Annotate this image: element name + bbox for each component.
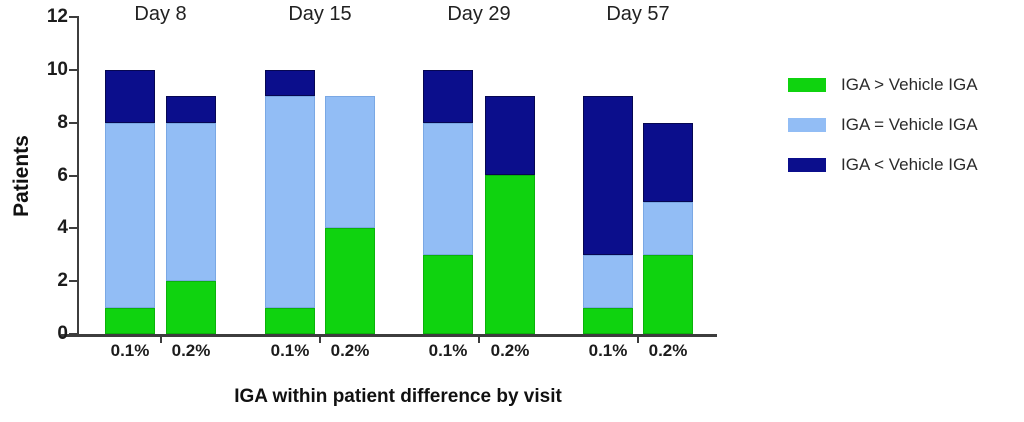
x-axis-title: IGA within patient difference by visit: [234, 386, 562, 407]
x-tick-label: 0.1%: [110, 341, 150, 360]
x-axis-line: [61, 334, 717, 337]
bar-segment-gt: [265, 307, 315, 334]
bar-segment-eq: [265, 96, 315, 308]
bar-segment-gt: [105, 307, 155, 334]
y-tick-label: 12: [46, 6, 68, 27]
y-tick-label: 4: [57, 217, 68, 239]
bar-segment-gt: [485, 175, 535, 334]
bar-segment-lt: [643, 122, 693, 202]
stacked-bar: [166, 96, 216, 334]
stacked-bar: [643, 122, 693, 334]
bar-segment-eq: [325, 96, 375, 229]
y-tick-mark: [69, 16, 78, 18]
x-tick-mark: [478, 334, 480, 343]
legend-label: IGA < Vehicle IGA: [841, 155, 978, 174]
y-axis-line: [77, 16, 79, 335]
group-header: Day 29: [447, 3, 511, 25]
y-tick-mark: [69, 174, 78, 177]
legend-item: IGA < Vehicle IGA: [788, 154, 978, 176]
x-tick-label: 0.1%: [270, 341, 310, 360]
y-tick-mark: [69, 227, 78, 230]
legend-swatch: [788, 78, 826, 92]
bar-segment-eq: [583, 254, 633, 308]
bar-segment-lt: [583, 96, 633, 255]
y-tick-mark: [69, 68, 78, 71]
bar-segment-gt: [423, 254, 473, 334]
stacked-bar: [265, 69, 315, 334]
y-tick-label: 2: [57, 270, 68, 292]
bar-segment-gt: [325, 228, 375, 334]
x-tick-label: 0.2%: [490, 341, 530, 360]
y-tick-mark: [69, 280, 78, 283]
legend-swatch: [788, 158, 826, 172]
legend-item: IGA = Vehicle IGA: [788, 114, 978, 136]
stacked-bar: [485, 96, 535, 334]
x-tick-label: 0.2%: [648, 341, 688, 360]
bar-segment-eq: [643, 201, 693, 255]
group-header: Day 57: [606, 3, 670, 25]
x-tick-label: 0.2%: [171, 341, 211, 360]
x-tick-label: 0.2%: [330, 341, 370, 360]
bar-segment-lt: [265, 69, 315, 97]
y-tick-label: 6: [57, 164, 68, 186]
stacked-bar: [423, 69, 473, 334]
bar-segment-lt: [485, 96, 535, 176]
y-tick-label: 10: [46, 58, 68, 80]
group-header: Day 8: [134, 3, 187, 25]
plot-area: [79, 17, 715, 334]
stacked-bar: [105, 69, 155, 334]
legend-item: IGA > Vehicle IGA: [788, 74, 978, 96]
bar-segment-gt: [643, 254, 693, 334]
stacked-bar: [325, 96, 375, 334]
x-tick-label: 0.1%: [428, 341, 468, 360]
legend-label: IGA = Vehicle IGA: [841, 115, 978, 134]
legend-label: IGA > Vehicle IGA: [841, 75, 978, 94]
y-tick-label: 8: [57, 111, 68, 133]
bar-segment-eq: [105, 122, 155, 308]
legend: IGA > Vehicle IGA IGA = Vehicle IGA IGA < …: [788, 74, 978, 176]
bar-segment-lt: [166, 96, 216, 123]
bar-segment-lt: [423, 69, 473, 123]
y-tick-label: 0: [57, 323, 68, 344]
bar-segment-gt: [166, 281, 216, 334]
bar-segment-eq: [423, 122, 473, 255]
bar-segment-eq: [166, 122, 216, 282]
legend-swatch: [788, 118, 826, 132]
y-tick-mark: [69, 333, 78, 335]
group-header: Day 15: [288, 3, 352, 25]
x-tick-label: 0.1%: [588, 341, 628, 360]
stacked-bar: [583, 96, 633, 334]
x-tick-mark: [637, 334, 639, 343]
bar-segment-lt: [105, 69, 155, 123]
bar-segment-gt: [583, 307, 633, 334]
x-tick-mark: [319, 334, 321, 343]
x-tick-mark: [159, 334, 162, 343]
y-tick-mark: [69, 121, 78, 124]
